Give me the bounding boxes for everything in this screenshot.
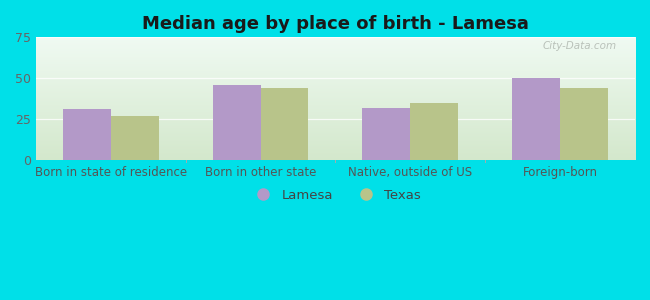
Bar bbox=[63, 109, 110, 160]
Bar bbox=[111, 116, 159, 160]
Bar bbox=[410, 103, 458, 160]
Title: Median age by place of birth - Lamesa: Median age by place of birth - Lamesa bbox=[142, 15, 529, 33]
Bar bbox=[560, 88, 608, 160]
Bar bbox=[512, 78, 560, 160]
Bar bbox=[261, 88, 309, 160]
Text: City-Data.com: City-Data.com bbox=[543, 41, 617, 51]
Legend: Lamesa, Texas: Lamesa, Texas bbox=[244, 184, 426, 207]
Bar bbox=[213, 85, 261, 160]
Bar bbox=[363, 108, 410, 160]
